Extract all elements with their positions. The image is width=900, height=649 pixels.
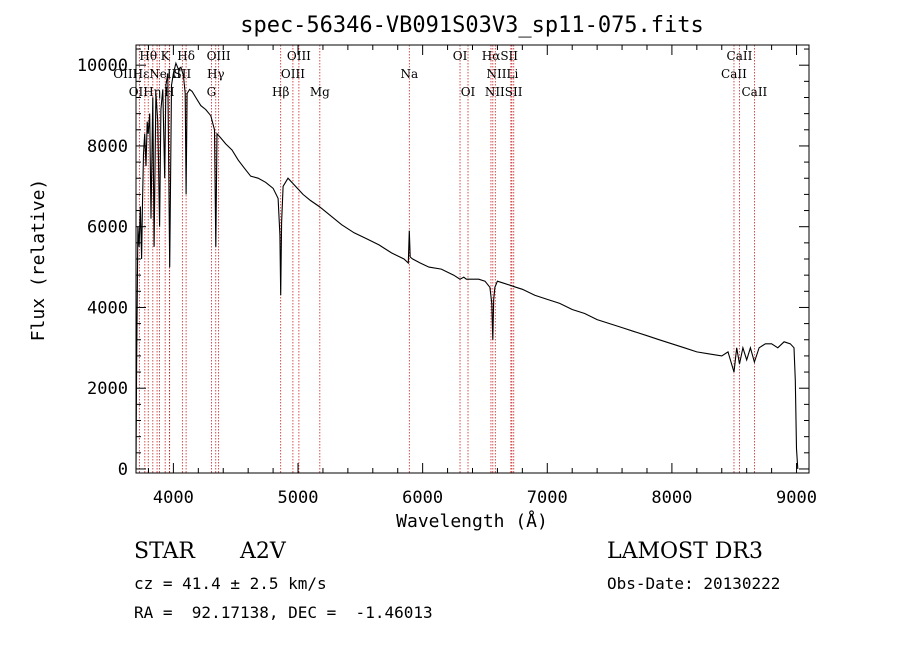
x-tick-label: 7000 xyxy=(527,488,568,508)
spectral-line-label: Hδ xyxy=(177,49,195,63)
spectral-line-label: HαSII xyxy=(482,49,519,63)
spectral-line-label: CaII xyxy=(741,85,767,99)
plot-frame xyxy=(135,44,810,474)
spectral-line-label: CaII xyxy=(721,67,747,81)
x-tick-label: 9000 xyxy=(776,488,817,508)
y-tick-label: 2000 xyxy=(87,379,128,399)
object-class: STAR xyxy=(134,539,195,564)
x-axis-label: Wavelength (Å) xyxy=(396,510,548,532)
y-tick-label: 4000 xyxy=(87,298,128,318)
y-tick-label: 10000 xyxy=(77,56,128,76)
spectral-line-label: OIII xyxy=(287,49,311,63)
spectral-line-label: OI xyxy=(461,85,476,99)
spectral-line-label: G xyxy=(207,85,217,99)
y-tick-label: 8000 xyxy=(87,137,128,157)
y-tick-label: 0 xyxy=(118,460,128,480)
spectral-line-label: Na xyxy=(400,67,418,81)
spectral-line-label: Hβ xyxy=(272,85,289,99)
object-subclass: A2V xyxy=(240,539,286,564)
spectral-line-label: Mg xyxy=(310,85,330,99)
spectral-line-label: H xyxy=(164,85,174,99)
y-tick-label: 6000 xyxy=(87,218,128,238)
survey-name: LAMOST DR3 xyxy=(607,539,763,564)
x-tick-label: 6000 xyxy=(402,488,443,508)
spectral-line-label: Hθ xyxy=(139,49,157,63)
spectral-line-label: CaII xyxy=(727,49,753,63)
spectral-line-label: Hγ xyxy=(207,67,225,81)
y-axis-label: Flux (relative) xyxy=(28,179,49,342)
x-tick-label: 4000 xyxy=(153,488,194,508)
spectral-line-label: OIII xyxy=(281,67,305,81)
spectral-line-label: OIHη xyxy=(129,85,161,99)
spectral-line-label: NIISII xyxy=(485,85,523,99)
spectral-line-label: K xyxy=(161,49,171,63)
ra-dec-coords: RA = 92.17138, DEC = -1.46013 xyxy=(134,603,433,622)
x-tick-label: 5000 xyxy=(278,488,319,508)
obs-date: Obs-Date: 20130222 xyxy=(607,574,781,593)
spectral-line-label: NIILi xyxy=(487,67,519,81)
spectral-line-label: OIIHεNeIII xyxy=(113,67,181,81)
chart-title: spec-56346-VB091S03V3_sp11-075.fits xyxy=(240,13,704,38)
spectral-line-label: OI xyxy=(453,49,468,63)
spectral-line-label: OIII xyxy=(207,49,231,63)
x-tick-label: 8000 xyxy=(651,488,692,508)
redshift-cz: cz = 41.4 ± 2.5 km/s xyxy=(134,574,327,593)
spectrum-series-line xyxy=(135,61,799,470)
